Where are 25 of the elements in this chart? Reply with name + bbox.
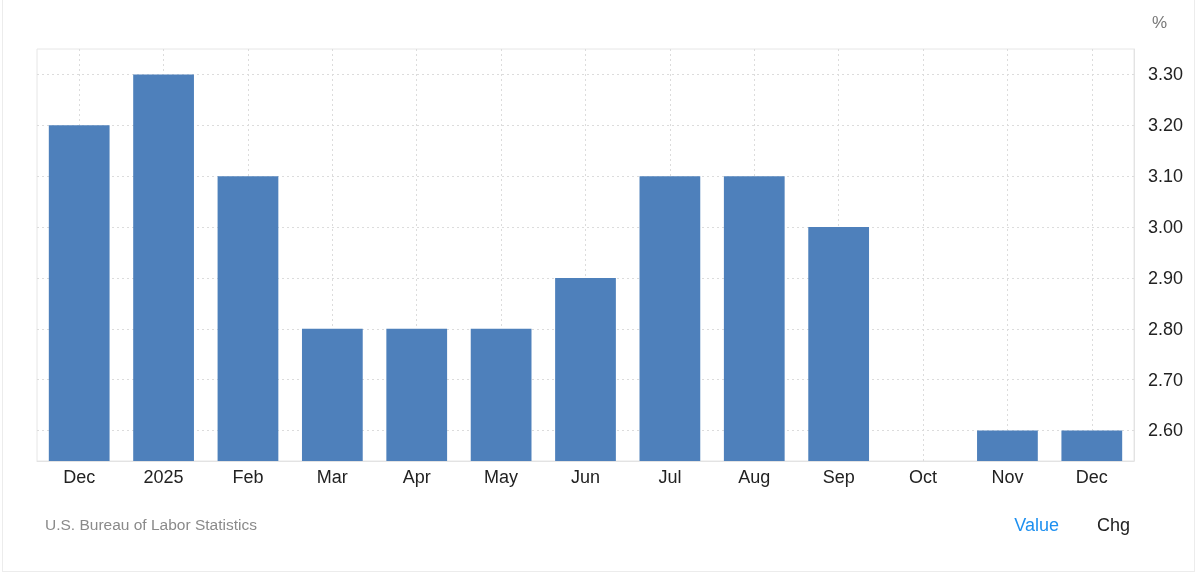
y-tick-label: 3.00 xyxy=(1148,217,1184,238)
x-tick-label: Apr xyxy=(402,467,431,487)
x-tick-label: Dec xyxy=(1075,467,1108,487)
y-tick-label: 3.10 xyxy=(1148,166,1184,187)
x-tick-label: Dec xyxy=(63,467,96,487)
text: Chg xyxy=(1096,515,1130,536)
y-tick-label: 3.30 xyxy=(1148,64,1184,85)
y-axis-title: % xyxy=(1152,13,1168,32)
x-tick-label: May xyxy=(484,467,519,487)
x-tick-label: 2025 xyxy=(143,467,184,487)
x-tick-label: Aug xyxy=(738,467,771,487)
x-tick-label: Nov xyxy=(991,467,1024,487)
text: Value xyxy=(1014,515,1059,536)
x-tick-label: Mar xyxy=(316,467,348,487)
y-tick-label: 2.70 xyxy=(1148,369,1184,390)
y-tick-label: 3.20 xyxy=(1148,115,1184,136)
x-tick-label: Feb xyxy=(232,467,264,487)
y-tick-label: 2.90 xyxy=(1148,267,1184,288)
x-tick-label: Jul xyxy=(658,467,682,487)
x-tick-label: Oct xyxy=(909,467,938,487)
x-tick-label: Sep xyxy=(822,467,855,487)
x-tick-label: Jun xyxy=(570,467,601,487)
text: U.S. Bureau of Labor Statistics xyxy=(45,516,257,534)
y-tick-label: 2.80 xyxy=(1148,318,1184,339)
y-tick-label: 2.60 xyxy=(1148,420,1184,441)
